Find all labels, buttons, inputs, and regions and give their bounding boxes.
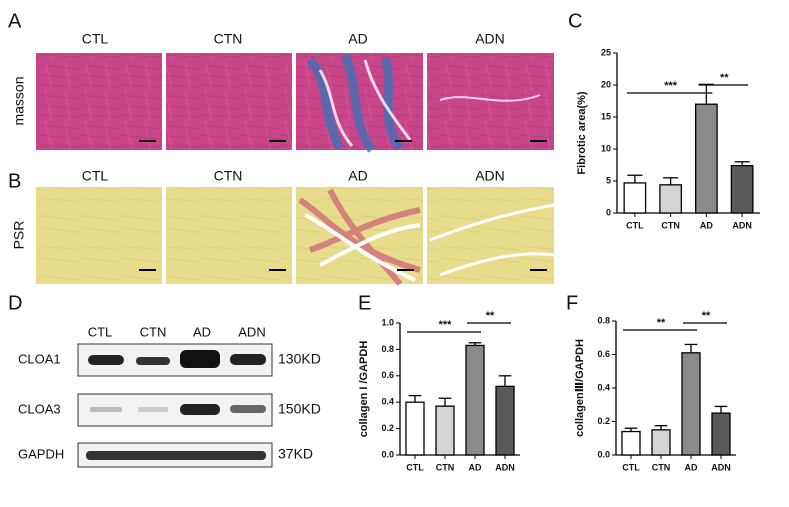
x-tick-label: CTN (436, 462, 455, 472)
psr-images (36, 187, 555, 286)
x-tick-label: ADN (732, 220, 752, 230)
y-axis-title: collagen I /GAPDH (358, 341, 370, 438)
y-tick-label: 15 (601, 111, 611, 121)
y-tick-label: 0.4 (597, 382, 610, 392)
lane-label: ADN (238, 324, 265, 339)
significance-label: ** (702, 310, 711, 322)
significance-label: ** (657, 317, 666, 329)
bar (659, 184, 683, 214)
y-tick-label: 25 (601, 47, 611, 57)
x-tick-label: CTL (622, 462, 640, 472)
bar (435, 405, 455, 456)
row-label: masson (11, 76, 27, 125)
significance-label: ** (720, 72, 729, 84)
y-tick-label: 0.8 (597, 315, 610, 325)
y-tick-label: 10 (601, 143, 611, 153)
y-tick-label: 0.6 (381, 370, 394, 380)
y-axis-title: collagenⅢ/GAPDH (574, 339, 586, 437)
bar (711, 412, 731, 456)
column-label: CTN (214, 168, 243, 184)
blot (77, 343, 273, 468)
y-tick-label: 0.8 (381, 344, 394, 354)
panel-label: D (8, 292, 22, 314)
x-tick-label: AD (700, 220, 713, 230)
significance-label: *** (664, 80, 678, 92)
y-tick-label: 0.2 (381, 423, 394, 433)
panel-label: C (568, 10, 582, 32)
row-label: PSR (11, 221, 27, 250)
x-tick-label: CTN (661, 220, 680, 230)
size-label: 130KD (278, 351, 321, 367)
column-label: CTL (82, 31, 109, 47)
x-tick-label: CTN (652, 462, 671, 472)
bar (730, 164, 754, 214)
column-label: CTL (82, 168, 109, 184)
panel-label: A (8, 10, 22, 32)
bar (695, 103, 718, 214)
panel-label: B (8, 170, 21, 192)
x-tick-label: AD (469, 462, 482, 472)
protein-label: CLOA3 (18, 401, 61, 416)
column-label: ADN (475, 31, 505, 47)
y-tick-label: 0.0 (597, 449, 610, 459)
y-tick-label: 0.6 (597, 349, 610, 359)
y-tick-label: 0 (606, 207, 611, 217)
x-tick-label: AD (685, 462, 698, 472)
y-tick-label: 5 (606, 175, 611, 185)
x-tick-label: CTL (626, 220, 644, 230)
x-tick-label: CTL (406, 462, 424, 472)
bar (623, 182, 647, 214)
labels: A B C D E F masson PSR (8, 10, 582, 314)
size-label: 150KD (278, 401, 321, 417)
column-label: AD (348, 168, 367, 184)
bar (405, 401, 425, 456)
y-tick-label: 1.0 (381, 317, 394, 327)
lane-label: AD (193, 324, 211, 339)
column-label: CTN (214, 31, 243, 47)
panel-label: F (566, 292, 578, 314)
lane-label: CTL (88, 324, 113, 339)
masson-images (36, 53, 554, 153)
y-tick-label: 0.4 (381, 397, 394, 407)
column-label: AD (348, 31, 367, 47)
bar (465, 344, 485, 456)
significance-label: ** (486, 310, 495, 322)
bar (651, 429, 671, 456)
bar (681, 352, 701, 456)
y-tick-label: 20 (601, 79, 611, 89)
panel-label: E (358, 292, 371, 314)
y-tick-label: 0.2 (597, 416, 610, 426)
y-tick-label: 0.0 (381, 449, 394, 459)
protein-label: GAPDH (18, 446, 64, 461)
size-label: 37KD (278, 446, 313, 462)
significance-label: *** (439, 319, 453, 331)
x-tick-label: ADN (495, 462, 515, 472)
x-tick-label: ADN (711, 462, 731, 472)
column-label: ADN (475, 168, 505, 184)
protein-label: CLOA1 (18, 351, 61, 366)
bar (621, 430, 641, 456)
lane-label: CTN (140, 324, 167, 339)
bar (495, 385, 515, 456)
y-axis-title: Fibrotic area(%) (576, 91, 588, 174)
